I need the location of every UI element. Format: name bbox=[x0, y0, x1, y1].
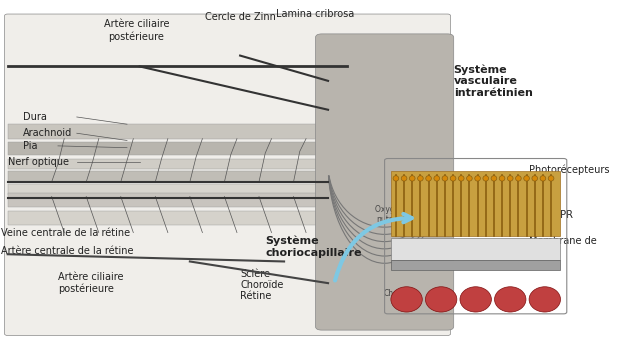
Ellipse shape bbox=[499, 176, 505, 181]
Ellipse shape bbox=[458, 176, 464, 181]
Ellipse shape bbox=[450, 176, 456, 181]
Text: Cercle de Zinn: Cercle de Zinn bbox=[204, 12, 275, 22]
Ellipse shape bbox=[434, 176, 439, 181]
FancyBboxPatch shape bbox=[8, 211, 322, 225]
Ellipse shape bbox=[467, 176, 472, 181]
Ellipse shape bbox=[529, 287, 560, 312]
FancyBboxPatch shape bbox=[8, 142, 334, 155]
FancyBboxPatch shape bbox=[4, 14, 451, 336]
FancyBboxPatch shape bbox=[8, 184, 322, 195]
Ellipse shape bbox=[494, 287, 526, 312]
Ellipse shape bbox=[442, 176, 448, 181]
Text: Choroïde: Choroïde bbox=[383, 289, 417, 298]
FancyBboxPatch shape bbox=[391, 171, 560, 236]
Text: Lamina cribrosa: Lamina cribrosa bbox=[277, 9, 354, 19]
Text: Arachnoid: Arachnoid bbox=[23, 128, 73, 138]
Text: Choroïde: Choroïde bbox=[240, 280, 284, 290]
Ellipse shape bbox=[483, 176, 489, 181]
Ellipse shape bbox=[516, 176, 521, 181]
Text: Système
choriocapillaire: Système choriocapillaire bbox=[265, 236, 361, 258]
Ellipse shape bbox=[508, 176, 513, 181]
Ellipse shape bbox=[393, 176, 399, 181]
Text: Veine centrale de la rétine: Veine centrale de la rétine bbox=[1, 228, 130, 238]
FancyBboxPatch shape bbox=[8, 124, 322, 139]
FancyBboxPatch shape bbox=[391, 238, 560, 260]
Ellipse shape bbox=[425, 287, 457, 312]
Ellipse shape bbox=[491, 176, 497, 181]
Ellipse shape bbox=[401, 176, 407, 181]
FancyArrowPatch shape bbox=[335, 214, 411, 280]
FancyBboxPatch shape bbox=[8, 171, 322, 182]
Text: Artère ciliaire
postérieure: Artère ciliaire postérieure bbox=[58, 272, 123, 294]
Ellipse shape bbox=[418, 176, 423, 181]
FancyBboxPatch shape bbox=[8, 193, 334, 207]
Text: Dura: Dura bbox=[23, 112, 47, 122]
Text: EPR: EPR bbox=[555, 210, 573, 219]
Text: Rétine: Rétine bbox=[240, 291, 272, 301]
Text: Sclère: Sclère bbox=[240, 269, 270, 279]
Ellipse shape bbox=[475, 176, 480, 181]
Ellipse shape bbox=[410, 176, 415, 181]
FancyBboxPatch shape bbox=[8, 158, 322, 169]
Text: Membrane de
Bruch: Membrane de Bruch bbox=[529, 236, 597, 258]
Ellipse shape bbox=[391, 287, 422, 312]
Ellipse shape bbox=[523, 176, 529, 181]
Text: Photorécepteurs: Photorécepteurs bbox=[529, 164, 610, 175]
Ellipse shape bbox=[460, 287, 491, 312]
FancyBboxPatch shape bbox=[315, 34, 454, 330]
Ellipse shape bbox=[548, 176, 554, 181]
Ellipse shape bbox=[426, 176, 432, 181]
FancyBboxPatch shape bbox=[391, 260, 560, 270]
Text: Oxygène et
nutriments: Oxygène et nutriments bbox=[375, 205, 419, 225]
Ellipse shape bbox=[540, 176, 546, 181]
Text: Pia: Pia bbox=[23, 141, 38, 151]
Ellipse shape bbox=[532, 176, 537, 181]
Text: Artère centrale de la rétine: Artère centrale de la rétine bbox=[1, 246, 134, 256]
Text: Nerf optique: Nerf optique bbox=[8, 157, 68, 167]
Text: Système
vasculaire
intrarétinien: Système vasculaire intrarétinien bbox=[454, 64, 532, 98]
Text: Artère ciliaire
postérieure: Artère ciliaire postérieure bbox=[104, 19, 169, 41]
